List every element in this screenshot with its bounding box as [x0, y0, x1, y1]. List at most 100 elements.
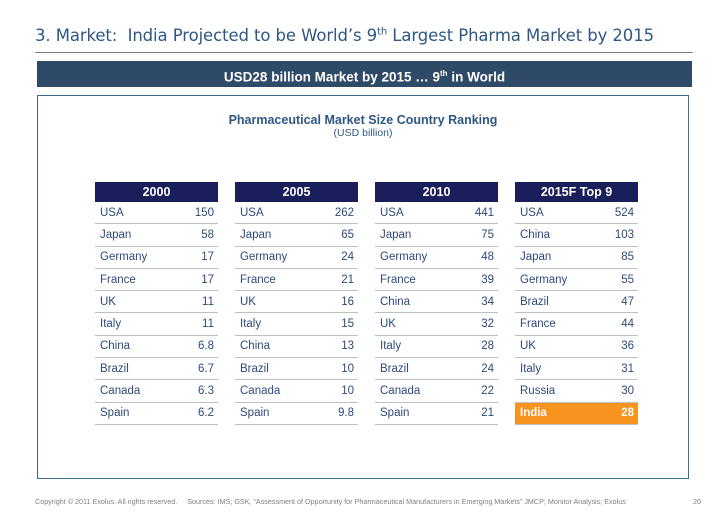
table-row: Italy 11 — [95, 313, 218, 336]
ranking-table-2010: 2010 USA 441 Japan 75 Germany 48 France 39 China 3… — [375, 182, 498, 425]
table-row: Italy 28 — [375, 336, 498, 359]
banner-sup: th — [440, 69, 448, 78]
country-cell: Germany — [520, 273, 568, 286]
table-row: Germany 17 — [95, 247, 218, 269]
value-cell: 6.3 — [198, 385, 214, 398]
table-row: USA 262 — [235, 202, 358, 225]
value-cell: 30 — [621, 385, 634, 398]
country-cell: India — [520, 407, 547, 420]
country-cell: Japan — [380, 228, 412, 241]
table-row: Italy 31 — [515, 358, 638, 381]
slide-title: 3. Market: India Projected to be World’s… — [35, 26, 654, 45]
country-cell: France — [380, 273, 416, 286]
value-cell: 22 — [481, 385, 494, 398]
value-cell: 10 — [341, 362, 354, 375]
country-cell: Italy — [380, 340, 402, 353]
country-cell: Spain — [240, 407, 270, 420]
table-row: China 6.8 — [95, 336, 218, 359]
slide-title-suffix: Largest Pharma Market by 2015 — [387, 26, 654, 45]
table-row: UK 16 — [235, 291, 358, 314]
country-cell: UK — [100, 295, 116, 308]
ranking-table-2000: 2000 USA 150 Japan 58 Germany 17 France 17 UK 11 It… — [95, 182, 218, 425]
value-cell: 150 — [194, 206, 214, 219]
table-row: Japan 65 — [235, 224, 358, 247]
country-cell: Spain — [100, 407, 130, 420]
table-row: France 39 — [375, 269, 498, 292]
value-cell: 34 — [481, 295, 494, 308]
country-cell: China — [380, 295, 411, 308]
table-row: China 13 — [235, 336, 358, 359]
value-cell: 9.8 — [338, 407, 354, 420]
value-cell: 44 — [621, 318, 634, 331]
country-cell: USA — [100, 206, 124, 219]
value-cell: 11 — [202, 318, 214, 331]
country-cell: Italy — [520, 362, 542, 375]
value-cell: 103 — [614, 228, 634, 241]
table-row: Brazil 6.7 — [95, 358, 218, 381]
slide-title-sup: th — [377, 26, 388, 38]
table-row: Canada 10 — [235, 380, 358, 403]
country-cell: UK — [240, 295, 256, 308]
country-cell: Brazil — [520, 295, 549, 308]
value-cell: 17 — [201, 251, 214, 264]
value-cell: 58 — [201, 228, 214, 241]
title-divider — [35, 52, 693, 53]
country-cell: Japan — [520, 251, 552, 264]
page-number: 20 — [693, 497, 701, 506]
value-cell: 75 — [481, 228, 494, 241]
table-row: France 44 — [515, 313, 638, 336]
table-row: Germany 48 — [375, 247, 498, 269]
country-cell: USA — [520, 206, 544, 219]
slide-title-prefix: 3. Market: — [35, 26, 118, 45]
table-row: USA 441 — [375, 202, 498, 225]
slide-title-main: India Projected to be World’s 9 — [127, 26, 378, 45]
country-cell: France — [100, 273, 136, 286]
country-cell: Germany — [100, 251, 148, 264]
table-header: 2005 — [235, 182, 358, 202]
table-row: USA 150 — [95, 202, 218, 225]
table-row: China 103 — [515, 224, 638, 247]
table-row: Brazil 10 — [235, 358, 358, 381]
country-cell: Canada — [240, 385, 281, 398]
country-cell: France — [520, 318, 556, 331]
value-cell: 24 — [481, 362, 494, 375]
value-cell: 11 — [202, 295, 214, 308]
table-row: France 21 — [235, 269, 358, 292]
table-row: UK 11 — [95, 291, 218, 314]
value-cell: 21 — [481, 407, 494, 420]
country-cell: China — [520, 228, 551, 241]
value-cell: 262 — [334, 206, 354, 219]
chart-subtitle: (USD billion) — [333, 127, 393, 139]
table-row: UK 36 — [515, 336, 638, 359]
table-row: Spain 6.2 — [95, 403, 218, 425]
table-header: 2000 — [95, 182, 218, 202]
country-cell: Brazil — [380, 362, 409, 375]
value-cell: 6.7 — [198, 362, 214, 375]
country-cell: Russia — [520, 385, 556, 398]
value-cell: 36 — [621, 340, 634, 353]
value-cell: 16 — [341, 295, 354, 308]
table-row: China 34 — [375, 291, 498, 314]
value-cell: 441 — [474, 206, 494, 219]
value-cell: 85 — [621, 251, 634, 264]
country-cell: UK — [380, 318, 396, 331]
country-cell: Spain — [380, 407, 410, 420]
value-cell: 13 — [341, 340, 354, 353]
country-cell: Japan — [100, 228, 132, 241]
country-cell: Japan — [240, 228, 272, 241]
table-row: Brazil 24 — [375, 358, 498, 381]
ranking-table-2005: 2005 USA 262 Japan 65 Germany 24 France 21 UK 16 It… — [235, 182, 358, 425]
table-header: 2010 — [375, 182, 498, 202]
value-cell: 28 — [621, 407, 634, 420]
footer-copyright: Copyright © 2011 Exolus. All rights rese… — [35, 497, 178, 506]
value-cell: 15 — [341, 318, 354, 331]
value-cell: 31 — [621, 362, 634, 375]
value-cell: 6.8 — [198, 340, 214, 353]
table-row: Japan 58 — [95, 224, 218, 247]
country-cell: Canada — [380, 385, 421, 398]
banner-suffix: in World — [447, 69, 506, 85]
footer-sources: Sources: IMS; GSK, “Assessment of Opport… — [187, 497, 626, 506]
table-row: Russia 30 — [515, 380, 638, 403]
country-cell: USA — [380, 206, 404, 219]
country-cell: China — [240, 340, 271, 353]
